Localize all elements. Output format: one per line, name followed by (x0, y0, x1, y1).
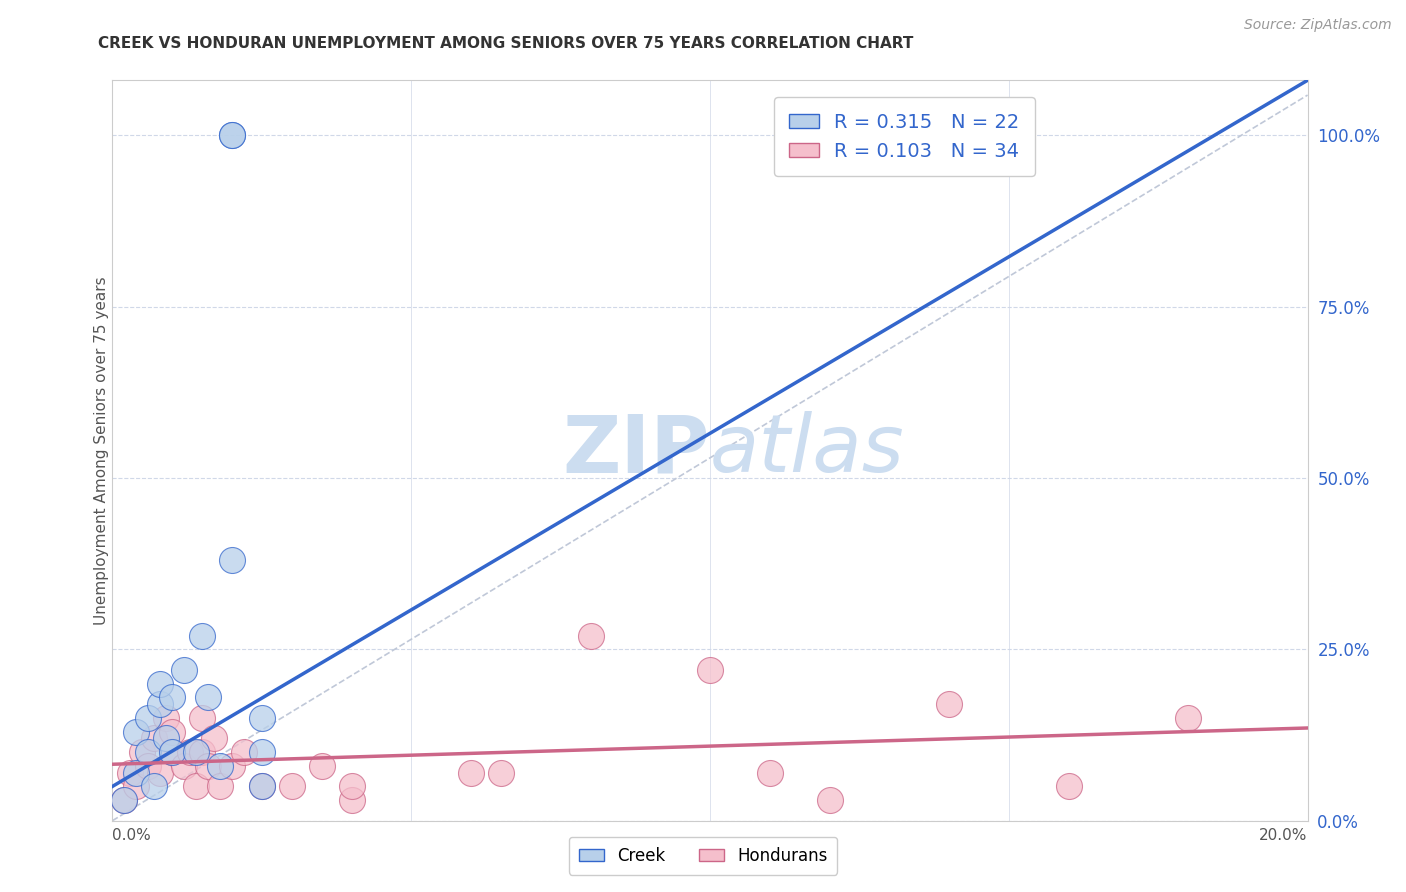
Text: atlas: atlas (710, 411, 905, 490)
Point (281, 780, 304, 794)
Point (311, 759, 333, 773)
Point (155, 731, 177, 746)
Point (250, 780, 273, 794)
Point (250, 780, 273, 794)
Point (149, 697, 172, 711)
Point (340, 780, 363, 794)
Point (197, 759, 219, 773)
Point (162, 745, 183, 759)
Point (138, 745, 160, 759)
Point (1057, 780, 1080, 794)
Point (173, 663, 195, 677)
Point (191, 628, 214, 642)
Point (179, 745, 201, 759)
Point (699, 663, 721, 677)
Point (149, 676, 172, 690)
Point (818, 793, 841, 807)
Point (186, 780, 208, 794)
Point (191, 711, 214, 725)
Text: 0.0%: 0.0% (112, 828, 152, 843)
Legend: Creek, Hondurans: Creek, Hondurans (568, 837, 838, 875)
Point (162, 724, 183, 739)
Point (579, 628, 602, 642)
Legend: R = 0.315   N = 22, R = 0.103   N = 34: R = 0.315 N = 22, R = 0.103 N = 34 (773, 97, 1035, 177)
Point (186, 745, 208, 759)
Point (149, 765, 172, 780)
Point (131, 745, 153, 759)
Point (460, 765, 482, 780)
Point (125, 765, 148, 780)
Point (340, 793, 363, 807)
Point (138, 711, 160, 725)
Point (250, 711, 273, 725)
Point (233, 745, 256, 759)
Point (125, 724, 148, 739)
Point (197, 690, 219, 705)
Y-axis label: Unemployment Among Seniors over 75 years: Unemployment Among Seniors over 75 years (94, 277, 108, 624)
Point (155, 711, 177, 725)
Point (114, 793, 135, 807)
Text: 20.0%: 20.0% (1260, 828, 1308, 843)
Text: ZIP: ZIP (562, 411, 710, 490)
Point (221, 128, 243, 142)
Point (202, 731, 225, 746)
Point (938, 697, 960, 711)
Point (138, 759, 160, 773)
Point (209, 780, 232, 794)
Point (221, 759, 243, 773)
Point (143, 731, 166, 746)
Point (221, 128, 243, 142)
Point (221, 553, 243, 567)
Point (162, 745, 183, 759)
Point (120, 765, 142, 780)
Text: CREEK VS HONDURAN UNEMPLOYMENT AMONG SENIORS OVER 75 YEARS CORRELATION CHART: CREEK VS HONDURAN UNEMPLOYMENT AMONG SEN… (98, 36, 914, 51)
Point (173, 759, 195, 773)
Text: Source: ZipAtlas.com: Source: ZipAtlas.com (1244, 18, 1392, 32)
Point (489, 765, 512, 780)
Point (114, 793, 135, 807)
Point (250, 745, 273, 759)
Point (125, 780, 148, 794)
Point (1177, 711, 1199, 725)
Point (162, 690, 183, 705)
Point (759, 765, 782, 780)
Point (191, 745, 214, 759)
Point (143, 780, 166, 794)
Point (209, 759, 232, 773)
